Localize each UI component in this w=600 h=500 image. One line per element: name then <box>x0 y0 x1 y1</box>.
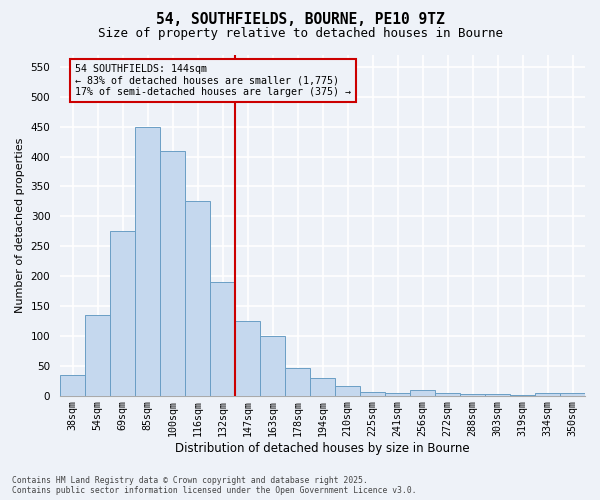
Y-axis label: Number of detached properties: Number of detached properties <box>15 138 25 313</box>
Bar <box>335 386 360 396</box>
Text: 54 SOUTHFIELDS: 144sqm
← 83% of detached houses are smaller (1,775)
17% of semi-: 54 SOUTHFIELDS: 144sqm ← 83% of detached… <box>75 64 351 97</box>
Bar <box>110 232 135 396</box>
Bar <box>60 374 85 396</box>
Bar <box>410 390 435 396</box>
Text: Contains HM Land Registry data © Crown copyright and database right 2025.
Contai: Contains HM Land Registry data © Crown c… <box>12 476 416 495</box>
Bar <box>485 394 510 396</box>
Bar <box>310 378 335 396</box>
Bar <box>385 392 410 396</box>
Bar <box>235 321 260 396</box>
Bar <box>185 202 210 396</box>
Text: Size of property relative to detached houses in Bourne: Size of property relative to detached ho… <box>97 28 503 40</box>
Bar <box>210 282 235 396</box>
Bar <box>160 150 185 396</box>
Bar <box>560 392 585 396</box>
Bar <box>510 395 535 396</box>
X-axis label: Distribution of detached houses by size in Bourne: Distribution of detached houses by size … <box>175 442 470 455</box>
Text: 54, SOUTHFIELDS, BOURNE, PE10 9TZ: 54, SOUTHFIELDS, BOURNE, PE10 9TZ <box>155 12 445 28</box>
Bar <box>435 393 460 396</box>
Bar <box>135 126 160 396</box>
Bar <box>85 315 110 396</box>
Bar <box>535 392 560 396</box>
Bar <box>460 394 485 396</box>
Bar <box>260 336 285 396</box>
Bar <box>285 368 310 396</box>
Bar <box>360 392 385 396</box>
